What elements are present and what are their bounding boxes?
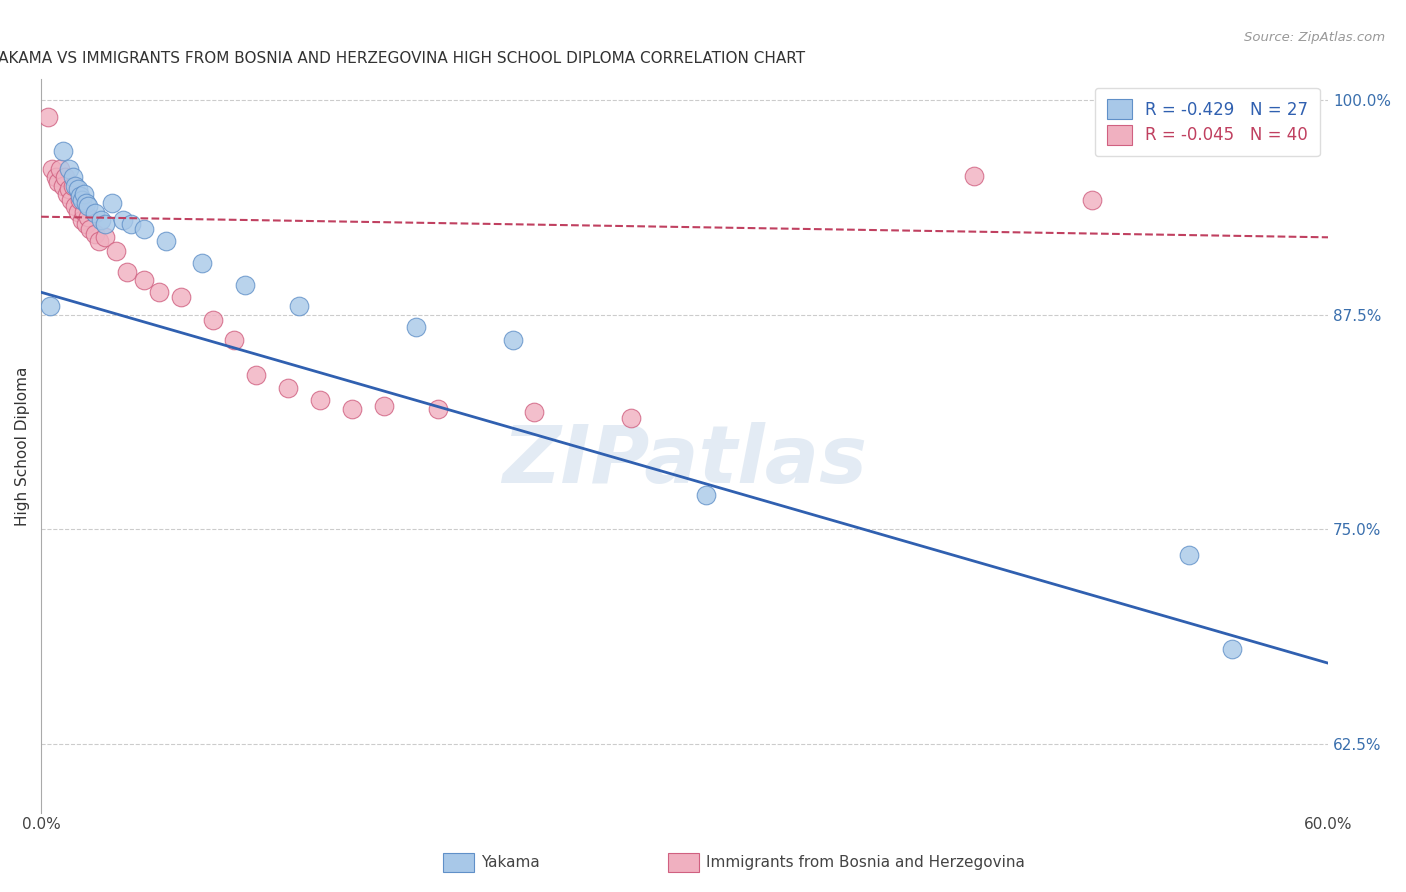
- Point: [83, 206, 105, 220]
- Point: [60, 193, 83, 207]
- Point: [963, 169, 986, 183]
- Point: [51, 178, 73, 193]
- Point: [69, 189, 91, 203]
- Point: [77, 199, 100, 213]
- Point: [49, 161, 72, 176]
- Point: [62, 170, 84, 185]
- Point: [90, 213, 112, 227]
- Point: [75, 217, 97, 231]
- Point: [65, 178, 87, 193]
- Point: [1220, 642, 1243, 657]
- Point: [340, 402, 363, 417]
- Point: [115, 265, 138, 279]
- Point: [224, 334, 246, 348]
- Point: [83, 227, 105, 241]
- Point: [426, 402, 449, 417]
- Point: [155, 234, 177, 248]
- Point: [73, 204, 96, 219]
- Point: [73, 187, 96, 202]
- Point: [58, 182, 80, 196]
- Point: [309, 393, 332, 408]
- Point: [65, 199, 87, 213]
- Point: [132, 273, 155, 287]
- Text: Source: ZipAtlas.com: Source: ZipAtlas.com: [1244, 31, 1385, 45]
- Point: [620, 410, 643, 425]
- Point: [94, 230, 117, 244]
- Point: [287, 299, 309, 313]
- Point: [245, 368, 267, 382]
- Text: YAKAMA VS IMMIGRANTS FROM BOSNIA AND HERZEGOVINA HIGH SCHOOL DIPLOMA CORRELATION: YAKAMA VS IMMIGRANTS FROM BOSNIA AND HER…: [0, 51, 804, 66]
- Point: [38, 299, 60, 313]
- Point: [58, 161, 80, 176]
- Point: [45, 170, 67, 185]
- Point: [41, 161, 63, 176]
- Point: [69, 193, 91, 207]
- Point: [77, 210, 100, 224]
- Point: [70, 213, 93, 227]
- Point: [148, 285, 170, 300]
- Point: [53, 170, 76, 185]
- Point: [111, 213, 134, 227]
- Text: Immigrants from Bosnia and Herzegovina: Immigrants from Bosnia and Herzegovina: [706, 855, 1025, 870]
- Point: [277, 381, 299, 395]
- Point: [695, 488, 717, 502]
- Point: [94, 217, 117, 231]
- Point: [1081, 193, 1104, 207]
- Point: [70, 193, 93, 207]
- Text: Yakama: Yakama: [481, 855, 540, 870]
- Point: [105, 244, 128, 258]
- Point: [56, 187, 79, 202]
- Y-axis label: High School Diploma: High School Diploma: [15, 367, 30, 525]
- Point: [233, 278, 256, 293]
- Point: [75, 196, 97, 211]
- Point: [62, 178, 84, 193]
- Point: [502, 334, 524, 348]
- Point: [523, 405, 546, 419]
- Point: [405, 319, 427, 334]
- Point: [66, 182, 89, 196]
- Point: [46, 175, 69, 189]
- Point: [1177, 548, 1199, 562]
- Point: [66, 204, 89, 219]
- Point: [191, 256, 214, 270]
- Point: [169, 290, 191, 304]
- Point: [51, 145, 73, 159]
- Text: ZIPatlas: ZIPatlas: [502, 422, 868, 500]
- Point: [201, 312, 224, 326]
- Point: [79, 221, 101, 235]
- Point: [132, 221, 155, 235]
- Point: [37, 110, 59, 124]
- Point: [373, 399, 395, 413]
- Point: [101, 196, 124, 211]
- Point: [120, 217, 142, 231]
- Point: [87, 234, 110, 248]
- Legend: R = -0.429   N = 27, R = -0.045   N = 40: R = -0.429 N = 27, R = -0.045 N = 40: [1095, 87, 1320, 156]
